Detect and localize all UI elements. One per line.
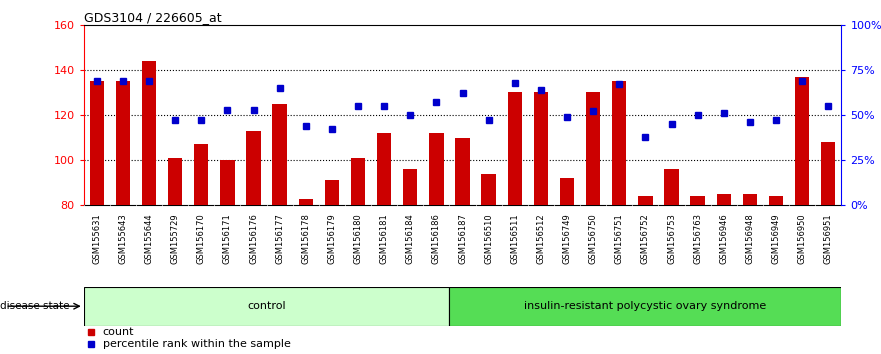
- Text: percentile rank within the sample: percentile rank within the sample: [102, 339, 291, 349]
- Bar: [84, 287, 449, 326]
- Bar: [795, 77, 810, 205]
- Text: GSM155729: GSM155729: [171, 213, 180, 264]
- Text: GSM156948: GSM156948: [745, 213, 754, 264]
- Text: GSM156511: GSM156511: [510, 213, 519, 264]
- Bar: [534, 92, 548, 205]
- Text: GSM156512: GSM156512: [537, 213, 545, 264]
- Text: GSM156950: GSM156950: [797, 213, 807, 264]
- Bar: [168, 158, 182, 205]
- Bar: [612, 81, 626, 205]
- Text: GSM156751: GSM156751: [615, 213, 624, 264]
- Bar: [743, 194, 757, 205]
- Bar: [449, 287, 841, 326]
- Text: GSM156180: GSM156180: [353, 213, 362, 264]
- Text: count: count: [102, 327, 134, 337]
- Bar: [429, 133, 443, 205]
- Bar: [769, 196, 783, 205]
- Bar: [507, 92, 522, 205]
- Text: GSM156184: GSM156184: [406, 213, 415, 264]
- Text: GSM155643: GSM155643: [118, 213, 128, 264]
- Bar: [691, 196, 705, 205]
- Text: insulin-resistant polycystic ovary syndrome: insulin-resistant polycystic ovary syndr…: [524, 301, 766, 311]
- Text: GSM156187: GSM156187: [458, 213, 467, 264]
- Text: GDS3104 / 226605_at: GDS3104 / 226605_at: [84, 11, 221, 24]
- Text: GSM156510: GSM156510: [485, 213, 493, 264]
- Bar: [664, 169, 678, 205]
- Text: GSM156951: GSM156951: [824, 213, 833, 264]
- Text: GSM156178: GSM156178: [301, 213, 310, 264]
- Bar: [325, 181, 339, 205]
- Text: GSM156750: GSM156750: [589, 213, 597, 264]
- Bar: [481, 174, 496, 205]
- Text: GSM156753: GSM156753: [667, 213, 676, 264]
- Bar: [115, 81, 130, 205]
- Bar: [90, 81, 104, 205]
- Text: GSM156170: GSM156170: [196, 213, 206, 264]
- Bar: [716, 194, 731, 205]
- Text: control: control: [248, 301, 286, 311]
- Text: GSM156946: GSM156946: [719, 213, 729, 264]
- Text: GSM156181: GSM156181: [380, 213, 389, 264]
- Text: GSM155644: GSM155644: [144, 213, 153, 264]
- Bar: [299, 199, 313, 205]
- Bar: [821, 142, 835, 205]
- Text: GSM156177: GSM156177: [275, 213, 285, 264]
- Text: GSM156176: GSM156176: [249, 213, 258, 264]
- Text: GSM155631: GSM155631: [93, 213, 101, 264]
- Bar: [586, 92, 600, 205]
- Text: disease state: disease state: [0, 301, 70, 311]
- Bar: [142, 61, 156, 205]
- Bar: [194, 144, 209, 205]
- Bar: [403, 169, 418, 205]
- Bar: [559, 178, 574, 205]
- Text: GSM156171: GSM156171: [223, 213, 232, 264]
- Text: GSM156763: GSM156763: [693, 213, 702, 264]
- Text: GSM156949: GSM156949: [772, 213, 781, 264]
- Text: GSM156749: GSM156749: [563, 213, 572, 264]
- Bar: [272, 104, 287, 205]
- Bar: [638, 196, 653, 205]
- Bar: [247, 131, 261, 205]
- Bar: [220, 160, 234, 205]
- Text: GSM156179: GSM156179: [328, 213, 337, 264]
- Bar: [455, 138, 470, 205]
- Text: GSM156752: GSM156752: [640, 213, 650, 264]
- Bar: [377, 133, 391, 205]
- Bar: [351, 158, 366, 205]
- Text: GSM156186: GSM156186: [432, 213, 440, 264]
